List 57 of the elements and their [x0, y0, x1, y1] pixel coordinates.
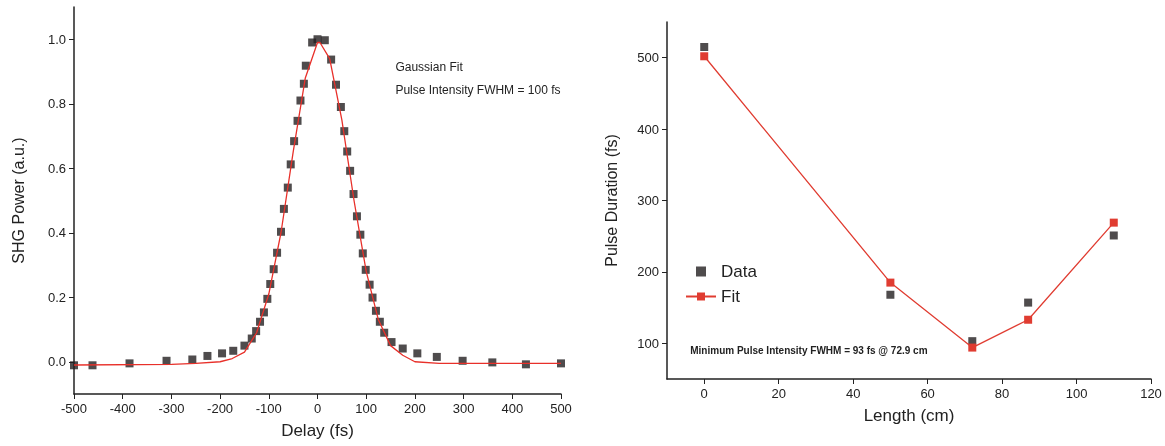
- y-tick-label: 0.8: [47, 96, 66, 112]
- y-tick-label: 0.4: [47, 225, 66, 241]
- point: [398, 344, 407, 353]
- point: [700, 42, 709, 51]
- annotation: Pulse Intensity FWHM = 100 fs: [395, 83, 561, 98]
- point: [320, 36, 329, 45]
- x-tick-label: -500: [60, 401, 88, 416]
- point: [700, 52, 709, 61]
- x-tick-label: -300: [158, 401, 185, 416]
- point: [1109, 218, 1118, 227]
- y-tick-label: 500: [637, 50, 659, 66]
- y-tick-label: 0.6: [47, 160, 66, 176]
- x-axis-title: Length (cm): [863, 406, 955, 425]
- annotation: Gaussian Fit: [395, 60, 464, 75]
- x-tick-label: 300: [452, 401, 475, 416]
- x-tick-label: 120: [1140, 386, 1162, 401]
- y-tick-label: 0.0: [47, 354, 66, 370]
- x-tick-label: 100: [355, 401, 378, 416]
- x-tick-label: 80: [994, 386, 1010, 401]
- point: [218, 349, 227, 358]
- y-tick-label: 1.0: [47, 31, 66, 47]
- x-tick-label: 60: [920, 386, 935, 401]
- x-tick-label: -100: [255, 401, 282, 416]
- point: [413, 349, 422, 358]
- point: [203, 351, 212, 360]
- y-tick-label: 300: [637, 193, 659, 208]
- y-tick-label: 400: [637, 121, 659, 137]
- point: [968, 343, 977, 352]
- x-tick-label: 500: [550, 401, 572, 416]
- x-tick-label: 200: [404, 401, 426, 416]
- legend-label: Data: [721, 262, 758, 281]
- x-tick-label: 0: [313, 401, 322, 416]
- x-tick-label: -200: [207, 401, 234, 416]
- x-axis-title: Delay (fs): [281, 421, 354, 440]
- x-tick-label: 100: [1065, 386, 1088, 401]
- x-tick-label: -400: [109, 401, 136, 416]
- point: [886, 290, 895, 299]
- y-tick-label: 200: [637, 264, 659, 280]
- y-tick-label: 100: [637, 335, 659, 351]
- point: [229, 346, 238, 355]
- x-tick-label: 40: [845, 386, 861, 401]
- point: [557, 359, 565, 368]
- y-axis-title: SHG Power (a.u.): [9, 137, 27, 264]
- x-tick-label: 0: [700, 386, 708, 401]
- point: [188, 355, 197, 364]
- y-tick-label: 0.2: [47, 289, 66, 305]
- point: [886, 278, 895, 287]
- annotation: Minimum Pulse Intensity FWHM = 93 fs @ 72.9 cm: [690, 344, 928, 356]
- point: [1109, 231, 1118, 240]
- point: [432, 352, 441, 361]
- point: [1024, 298, 1033, 307]
- y-axis-title: Pulse Duration (fs): [602, 134, 620, 267]
- legend-label: Fit: [721, 287, 741, 306]
- point: [1024, 315, 1033, 324]
- point: [240, 341, 249, 350]
- x-tick-label: 20: [771, 386, 786, 401]
- x-tick-label: 400: [501, 401, 524, 416]
